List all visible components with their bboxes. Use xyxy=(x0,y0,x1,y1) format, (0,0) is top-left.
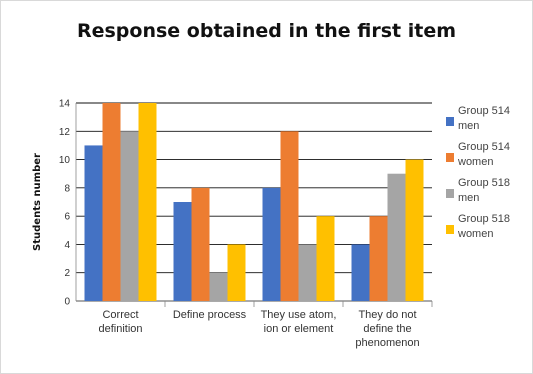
bar xyxy=(280,131,299,301)
category-label: They do not define the phenomenon xyxy=(355,309,419,349)
bar xyxy=(120,131,139,301)
y-tick-label: 6 xyxy=(64,212,70,223)
y-axis-label: Students number xyxy=(32,153,43,251)
bar xyxy=(227,244,246,301)
y-tick-label: 0 xyxy=(64,297,70,308)
category-label: Define process xyxy=(173,309,247,321)
category-label: They use atom, ion or element xyxy=(261,309,337,335)
y-tick-label: 10 xyxy=(59,155,71,166)
category-labels: Correct definition Define process They use … xyxy=(98,309,419,349)
bar xyxy=(209,272,228,301)
bars xyxy=(84,103,424,301)
legend-entry: Group 514 men xyxy=(458,105,510,132)
bar xyxy=(102,103,121,301)
chart-title: Response obtained in the first item xyxy=(76,20,457,42)
bar xyxy=(173,202,192,301)
category-label: Correct definition xyxy=(98,309,142,335)
legend: Group 514 men Group 514 women Group 518 men Gr… xyxy=(446,105,510,240)
legend-swatch xyxy=(446,153,454,162)
y-tick-label: 14 xyxy=(59,99,71,110)
bar xyxy=(387,173,406,301)
y-tick-label: 12 xyxy=(59,127,71,138)
y-tick-label: 2 xyxy=(64,268,70,279)
y-tick-label: 8 xyxy=(64,183,70,194)
bar xyxy=(316,216,335,301)
bar xyxy=(405,159,424,301)
bar xyxy=(84,145,103,301)
legend-entry: Group 514 women xyxy=(457,141,510,168)
legend-entry: Group 518 men xyxy=(458,177,510,204)
legend-swatch xyxy=(446,225,454,234)
bar xyxy=(138,103,157,301)
legend-swatch xyxy=(446,189,454,198)
legend-entry: Group 518 women xyxy=(457,213,510,240)
bar xyxy=(191,187,210,301)
bar xyxy=(262,187,281,301)
y-tick-label: 4 xyxy=(64,240,70,251)
y-tick-labels: 0 2 4 6 8 10 12 14 xyxy=(59,99,71,308)
bar xyxy=(298,244,317,301)
legend-swatch xyxy=(446,117,454,126)
bar xyxy=(351,244,370,301)
bar xyxy=(369,216,388,301)
